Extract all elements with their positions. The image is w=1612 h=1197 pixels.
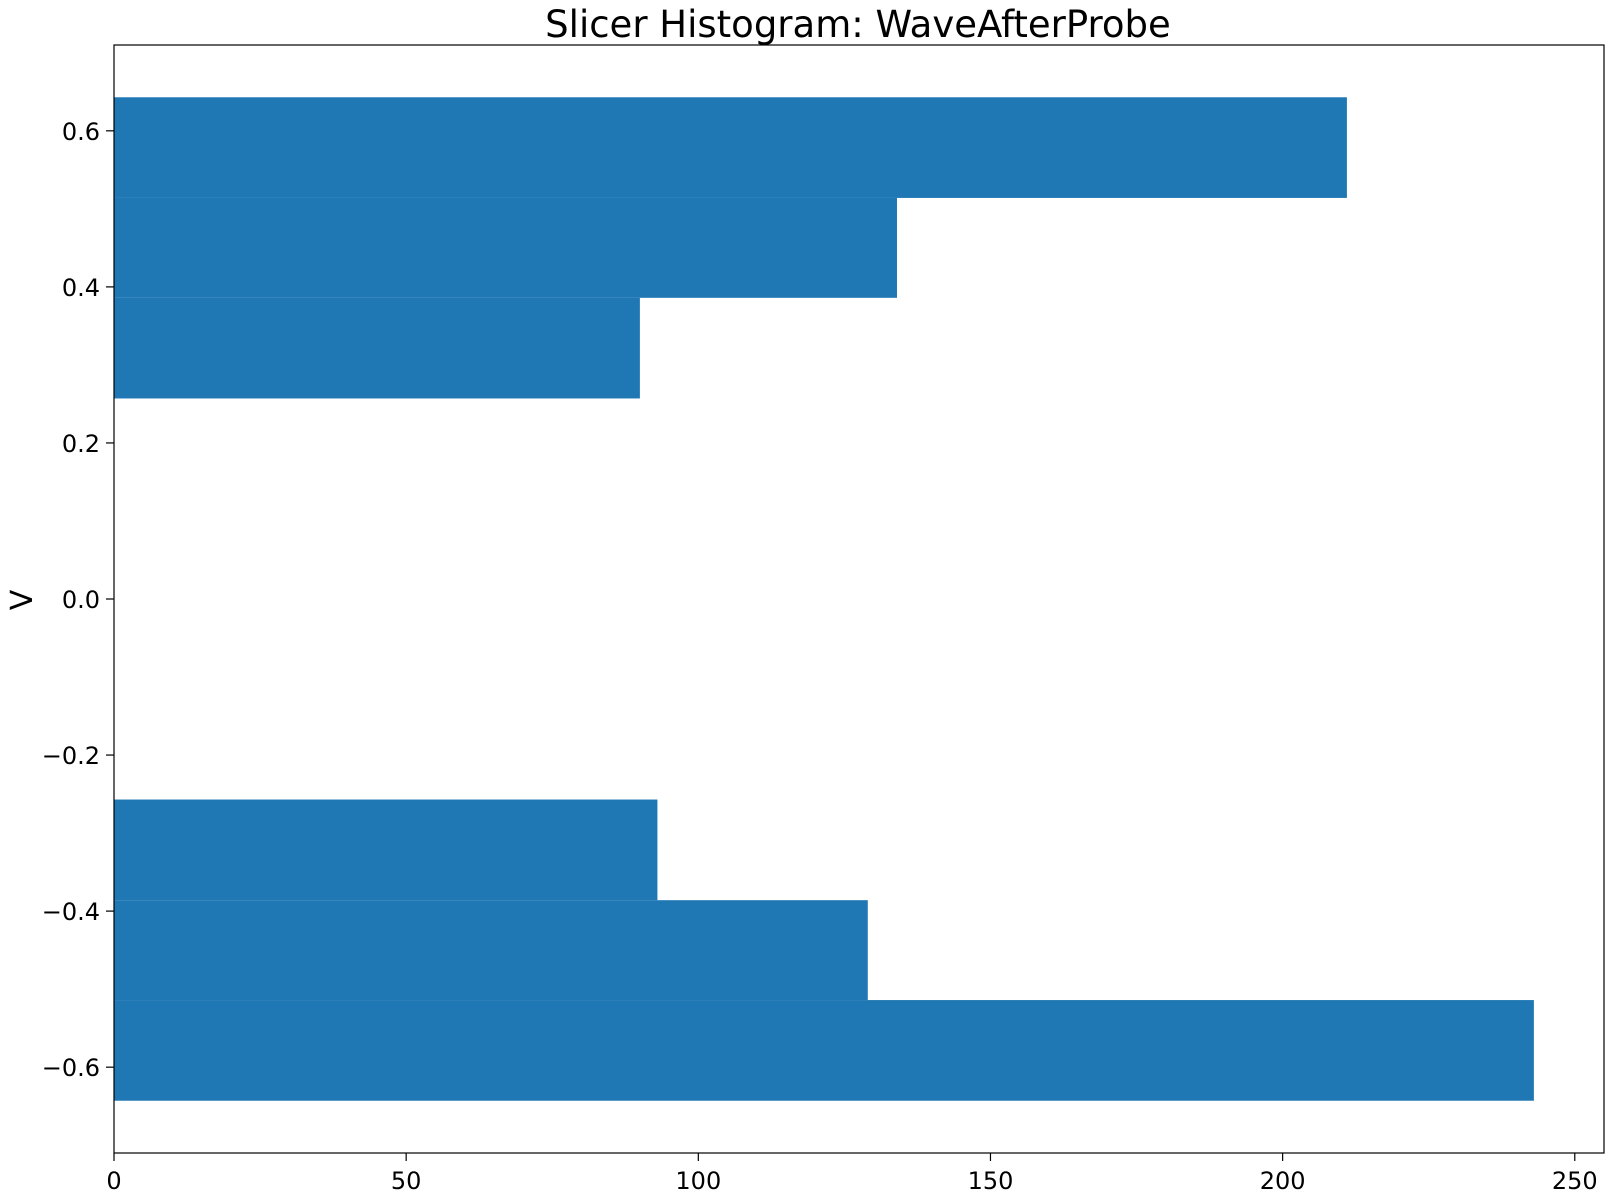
histogram-bar-8 bbox=[114, 197, 897, 298]
y-tick-label-1: −0.4 bbox=[42, 898, 100, 926]
y-tick-label-5: 0.4 bbox=[62, 274, 100, 302]
y-tick-label-2: −0.2 bbox=[42, 742, 100, 770]
chart-title: Slicer Histogram: WaveAfterProbe bbox=[545, 3, 1171, 46]
histogram-bar-0 bbox=[114, 1000, 1534, 1101]
x-tick-label-3: 150 bbox=[968, 1167, 1014, 1195]
y-tick-label-4: 0.2 bbox=[62, 430, 100, 458]
histogram-bar-7 bbox=[114, 297, 640, 399]
y-tick-label-3: 0.0 bbox=[62, 586, 100, 614]
y-tick-label-6: 0.6 bbox=[62, 118, 100, 146]
y-axis-label: V bbox=[5, 589, 40, 610]
x-tick-label-2: 100 bbox=[675, 1167, 721, 1195]
y-axis-ticks: −0.6 −0.4 −0.2 0.0 0.2 0.4 0.6 bbox=[42, 118, 114, 1082]
x-axis-ticks: 0 50 100 150 200 250 bbox=[106, 1153, 1598, 1195]
histogram-bar-1 bbox=[114, 900, 868, 1001]
bars-layer bbox=[114, 97, 1534, 1101]
plot-frame bbox=[113, 44, 1605, 1154]
histogram-bar-9 bbox=[114, 97, 1347, 198]
x-tick-label-5: 250 bbox=[1552, 1167, 1598, 1195]
x-tick-label-1: 50 bbox=[391, 1167, 422, 1195]
x-tick-label-4: 200 bbox=[1260, 1167, 1306, 1195]
x-tick-label-0: 0 bbox=[106, 1167, 121, 1195]
histogram-bar-2 bbox=[114, 799, 658, 901]
y-tick-label-0: −0.6 bbox=[42, 1054, 100, 1082]
